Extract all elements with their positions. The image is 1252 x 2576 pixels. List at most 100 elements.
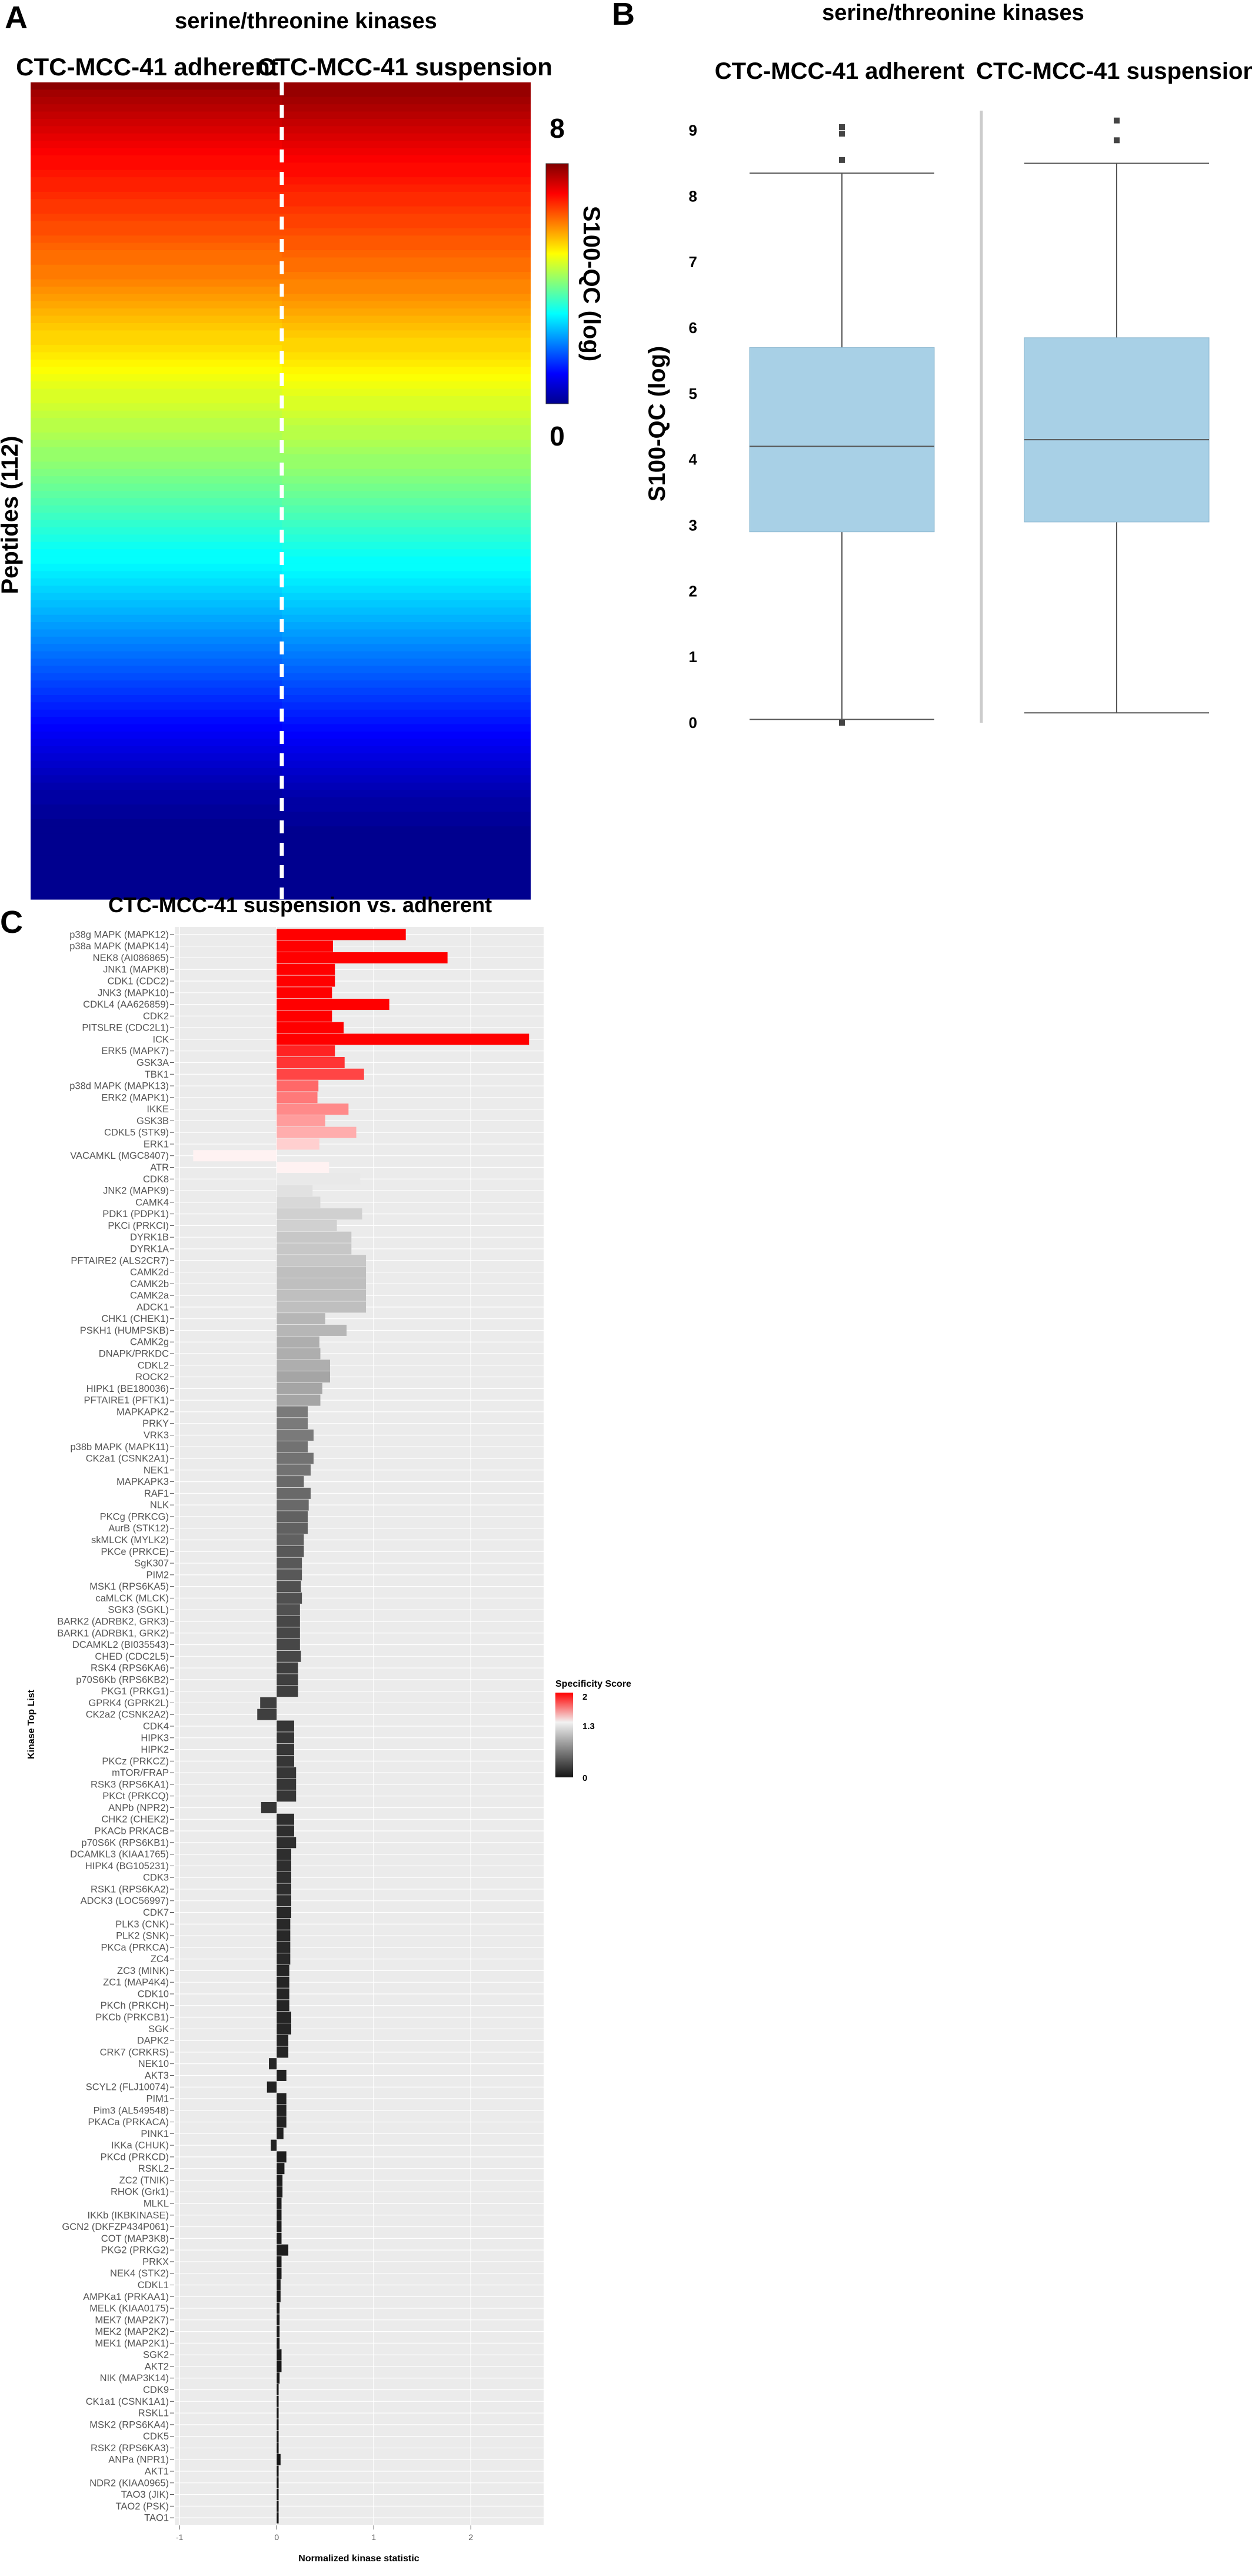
barchart-bar — [277, 1674, 298, 1686]
barchart-category-label: PRKY — [142, 1418, 169, 1429]
heatmap-cell-suspension — [282, 461, 531, 470]
heatmap-cell-suspension — [282, 505, 531, 513]
barchart-bar — [277, 2477, 279, 2489]
heatmap-cell-suspension — [282, 323, 531, 331]
barchart-bar — [277, 1883, 291, 1895]
barchart-bar — [277, 1988, 289, 2000]
barchart-category-label: CDK10 — [138, 1989, 169, 1999]
barchart-category-label: CK2a1 (CSNK2A1) — [86, 1454, 169, 1464]
heatmap-cell-adherent — [31, 454, 282, 463]
barchart-bar — [277, 1744, 294, 1756]
barchart-category-label: ZC4 — [151, 1954, 169, 1965]
barchart-bar — [277, 1895, 291, 1907]
barchart-bar — [277, 2395, 279, 2407]
heatmap-cell-adherent — [31, 870, 282, 878]
barchart-title: CTC-MCC-41 suspension vs. adherent — [108, 893, 492, 917]
barchart-bar — [277, 1289, 367, 1301]
heatmap-cell-adherent — [31, 447, 282, 455]
heatmap-cell-suspension — [282, 586, 531, 594]
barchart-category-label: RAF1 — [144, 1488, 169, 1499]
barchart-category-label: MEK7 (MAP2K7) — [95, 2315, 169, 2325]
barchart-category-label: GCN2 (DKFZP434P061) — [62, 2222, 169, 2232]
barchart-bar — [277, 1441, 308, 1452]
panel-label-b: B — [612, 0, 635, 32]
heatmap-cell-adherent — [31, 614, 282, 623]
heatmap-cell-suspension — [282, 848, 531, 856]
barchart-bar — [277, 1790, 297, 1802]
barchart-category-label: Pim3 (AL549548) — [94, 2105, 169, 2116]
barchart-bar — [277, 1231, 352, 1243]
barchart-bar — [277, 1360, 330, 1371]
heatmap-cell-suspension — [282, 272, 531, 280]
barchart-category-label: CK2a2 (CSNK2A2) — [86, 1710, 169, 1720]
barchart-bar — [277, 2046, 289, 2058]
heatmap-cell-suspension — [282, 315, 531, 324]
heatmap-cell-adherent — [31, 760, 282, 769]
boxplot-outlier-point — [1114, 117, 1120, 124]
barchart-category-label: PIM2 — [146, 1570, 169, 1580]
barchart-bar — [277, 2244, 289, 2256]
heatmap-cell-adherent — [31, 242, 282, 251]
boxplot-y-tick-label: 7 — [689, 253, 697, 271]
barchart-category-label: IKKb (IKBKINASE) — [88, 2210, 169, 2221]
barchart-bar — [277, 2454, 281, 2465]
barchart-category-label: SgK307 — [134, 1558, 169, 1569]
barchart-category-label: CRK7 (CRKRS) — [100, 2047, 169, 2058]
heatmap-cell-suspension — [282, 804, 531, 812]
heatmap-cell-suspension — [282, 425, 531, 433]
heatmap-cell-suspension — [282, 767, 531, 776]
barchart-bar — [277, 1953, 291, 1965]
boxplot-y-ticks: 0 1 2 3 4 5 6 7 8 9 — [689, 122, 698, 732]
colorbar-max-label: 8 — [550, 113, 565, 144]
barchart-bar — [277, 1394, 321, 1406]
heatmap-cell-adherent — [31, 826, 282, 835]
barchart-category-label: PINK1 — [141, 2129, 169, 2139]
heatmap-cell-suspension — [282, 812, 531, 820]
heatmap-cell-suspension — [282, 403, 531, 411]
barchart-bar — [277, 2023, 291, 2035]
barchart-bar — [277, 2431, 279, 2442]
heatmap-cell-suspension — [282, 753, 531, 762]
barchart-bar — [277, 2116, 287, 2128]
barchart-category-label: p70S6Kb (RPS6KB2) — [76, 1674, 169, 1685]
barchart-bar — [277, 2232, 282, 2244]
heatmap-cell-suspension — [282, 242, 531, 251]
heatmap-cell-suspension — [282, 264, 531, 272]
heatmap-cell-suspension — [282, 148, 531, 156]
barchart-x-tick-label: 0 — [274, 2532, 279, 2542]
boxplot-group-label-adherent: CTC-MCC-41 adherent — [715, 58, 964, 84]
heatmap-cell-adherent — [31, 461, 282, 470]
barchart-bar — [277, 1429, 314, 1441]
barchart-category-label: CDK4 — [143, 1721, 169, 1732]
barchart-bar — [277, 2069, 287, 2081]
heatmap-cell-suspension — [282, 221, 531, 229]
barchart-bar — [277, 2209, 282, 2221]
heatmap-cell-suspension — [282, 337, 531, 345]
heatmap-cell-adherent — [31, 199, 282, 207]
heatmap-cell-suspension — [282, 840, 531, 849]
heatmap-cell-suspension — [282, 527, 531, 535]
colorbar-label: S100-QC (log) — [578, 206, 604, 361]
barchart-bar — [277, 2489, 279, 2501]
barchart-category-label: ZC2 (TNIK) — [119, 2175, 169, 2186]
heatmap-cell-adherent — [31, 301, 282, 309]
heatmap-cell-suspension — [282, 782, 531, 790]
heatmap-column-label-adherent: CTC-MCC-41 adherent — [16, 53, 278, 81]
heatmap-cell-suspension — [282, 563, 531, 571]
barchart-bar — [277, 1476, 304, 1488]
barchart-category-label: ZC1 (MAP4K4) — [103, 1977, 169, 1988]
heatmap-cell-adherent — [31, 148, 282, 156]
barchart-category-label: ANPa (NPR1) — [108, 2455, 169, 2465]
heatmap-cell-suspension — [282, 279, 531, 287]
heatmap-cell-adherent — [31, 367, 282, 375]
barchart-bar — [277, 1511, 308, 1523]
heatmap-cell-suspension — [282, 447, 531, 455]
heatmap-cell-adherent — [31, 527, 282, 535]
heatmap-cell-adherent — [31, 206, 282, 214]
barchart-bar — [277, 2512, 279, 2524]
heatmap-cell-suspension — [282, 432, 531, 440]
heatmap-cell-suspension — [282, 666, 531, 674]
heatmap-cell-suspension — [282, 717, 531, 725]
heatmap-cell-suspension — [282, 206, 531, 214]
heatmap-cell-adherent — [31, 221, 282, 229]
